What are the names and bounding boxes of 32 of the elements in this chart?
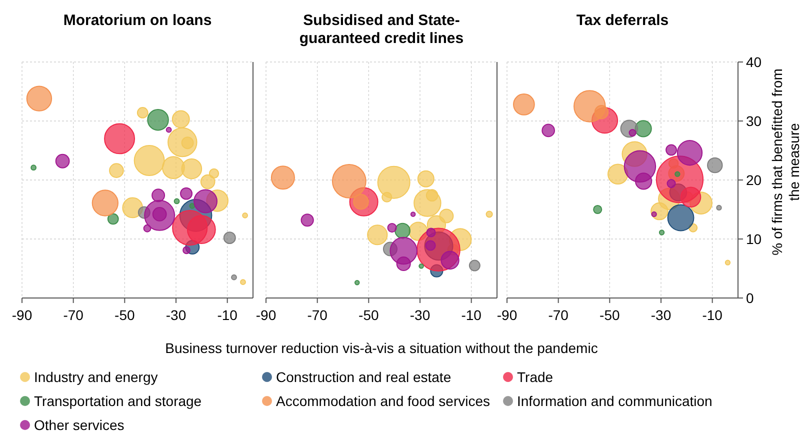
- chart-title: Tax deferrals: [576, 12, 669, 29]
- x-tick-label: -50: [358, 307, 379, 323]
- x-tick-label: -30: [166, 307, 186, 323]
- y-tick-label: 40: [746, 54, 762, 70]
- y-tick-label: 10: [746, 231, 762, 247]
- y-tick-label: 0: [746, 290, 754, 306]
- x-tick-label: -70: [307, 307, 328, 323]
- x-tick-label: -70: [548, 307, 569, 323]
- chart-title: Subsidised and State-guaranteed credit lines: [299, 12, 464, 47]
- x-tick-label: -90: [12, 307, 32, 323]
- x-tick-label: -30: [410, 307, 430, 323]
- legend-label: Industry and energy: [34, 369, 158, 385]
- legend-label: Construction and real estate: [276, 369, 452, 385]
- x-tick-label: -10: [461, 307, 482, 323]
- x-tick-label: -50: [600, 307, 620, 323]
- legend-label: Transportation and storage: [34, 393, 202, 409]
- chart-title: Moratorium on loans: [63, 12, 212, 29]
- legend-label: Accommodation and food services: [276, 393, 490, 409]
- x-tick-label: -70: [63, 307, 84, 323]
- x-axis-title: Business turnover reduction vis-à-vis a situation without the pandemic: [165, 340, 598, 356]
- legend-label: Other services: [34, 417, 124, 433]
- x-tick-label: -90: [256, 307, 276, 323]
- y-tick-label: 20: [746, 172, 762, 188]
- legend-label: Trade: [517, 369, 554, 385]
- x-tick-label: -10: [217, 307, 238, 323]
- x-tick-label: -30: [650, 307, 672, 323]
- legend-label: Information and communication: [517, 393, 712, 409]
- x-tick-label: -10: [702, 307, 723, 323]
- x-tick-label: -50: [114, 307, 135, 323]
- y-tick-label: 30: [746, 113, 762, 129]
- x-tick-label: -90: [496, 307, 518, 323]
- y-axis-title: % of firms that benefitted from the measure: [769, 68, 802, 256]
